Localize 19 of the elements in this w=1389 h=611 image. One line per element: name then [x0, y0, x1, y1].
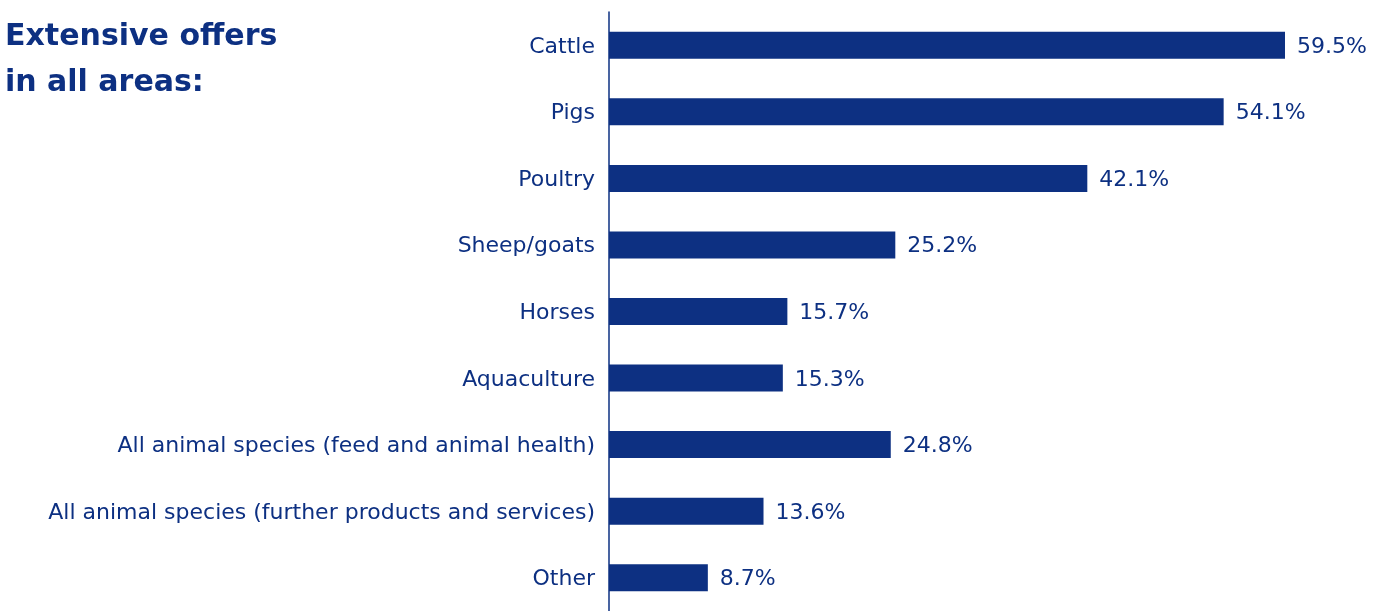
data-label: 15.3%: [794, 365, 865, 391]
data-label: 42.1%: [1099, 165, 1170, 191]
y-tick-label: All animal species (further products and services): [48, 498, 595, 524]
y-tick-label: Sheep/goats: [457, 232, 595, 258]
data-label: 8.7%: [719, 565, 776, 591]
y-tick-label: Poultry: [518, 165, 595, 191]
y-tick-label: All animal species (feed and animal health): [117, 432, 595, 458]
data-label: 15.7%: [799, 299, 870, 324]
y-tick-label: Aquaculture: [462, 365, 595, 391]
y-tick-label: Horses: [519, 299, 595, 324]
data-label: 59.5%: [1297, 32, 1367, 58]
y-tick-label: Cattle: [529, 32, 595, 58]
data-label: 25.2%: [907, 232, 978, 258]
y-tick-label: Other: [532, 565, 596, 591]
text: Extensive offers in all areas:: [5, 16, 288, 98]
y-tick-label: Pigs: [550, 99, 595, 125]
data-label: 54.1%: [1235, 99, 1306, 125]
data-label: 13.6%: [775, 498, 846, 524]
data-label: 24.8%: [902, 432, 973, 458]
